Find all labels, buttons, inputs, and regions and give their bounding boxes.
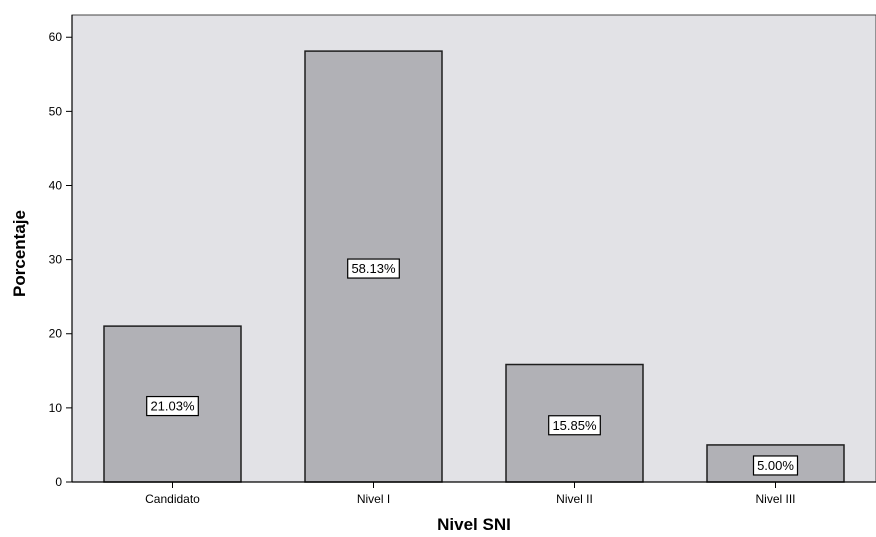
x-axis-title: Nivel SNI [437, 515, 511, 534]
y-tick-label: 10 [49, 401, 63, 415]
data-label: 5.00% [752, 455, 799, 476]
x-tick-label: Candidato [145, 492, 200, 506]
x-tick-label: Nivel I [357, 492, 390, 506]
data-label-text: 15.85% [552, 418, 597, 433]
data-label-box [548, 415, 601, 436]
data-labels-group: 21.03% 58.13% 15.85% 5.00% [146, 258, 799, 476]
data-label-box [146, 395, 199, 417]
y-tick-label: 50 [49, 104, 63, 118]
data-label-box [752, 455, 799, 476]
data-label: 58.13% [347, 258, 400, 279]
x-tick-label: Nivel II [556, 492, 593, 506]
y-tick-label: 30 [49, 253, 63, 267]
y-tick-label: 20 [49, 327, 63, 341]
y-tick-label: 0 [55, 475, 62, 489]
data-label-text: 58.13% [351, 261, 396, 276]
x-tick-label: Nivel III [755, 492, 795, 506]
y-tick-label: 60 [49, 30, 63, 44]
y-tick-label: 40 [49, 178, 63, 192]
data-label: 15.85% [548, 415, 601, 436]
data-label-text: 5.00% [757, 458, 794, 473]
data-label-text: 21.03% [150, 399, 195, 414]
y-axis-title: Porcentaje [10, 210, 29, 297]
data-label: 21.03% [146, 395, 199, 417]
data-label-box [347, 258, 400, 279]
x-axis-ticks: Candidato Nivel I Nivel II Nivel III [145, 482, 796, 506]
y-axis-ticks: 0 10 20 30 40 50 60 [49, 30, 72, 489]
